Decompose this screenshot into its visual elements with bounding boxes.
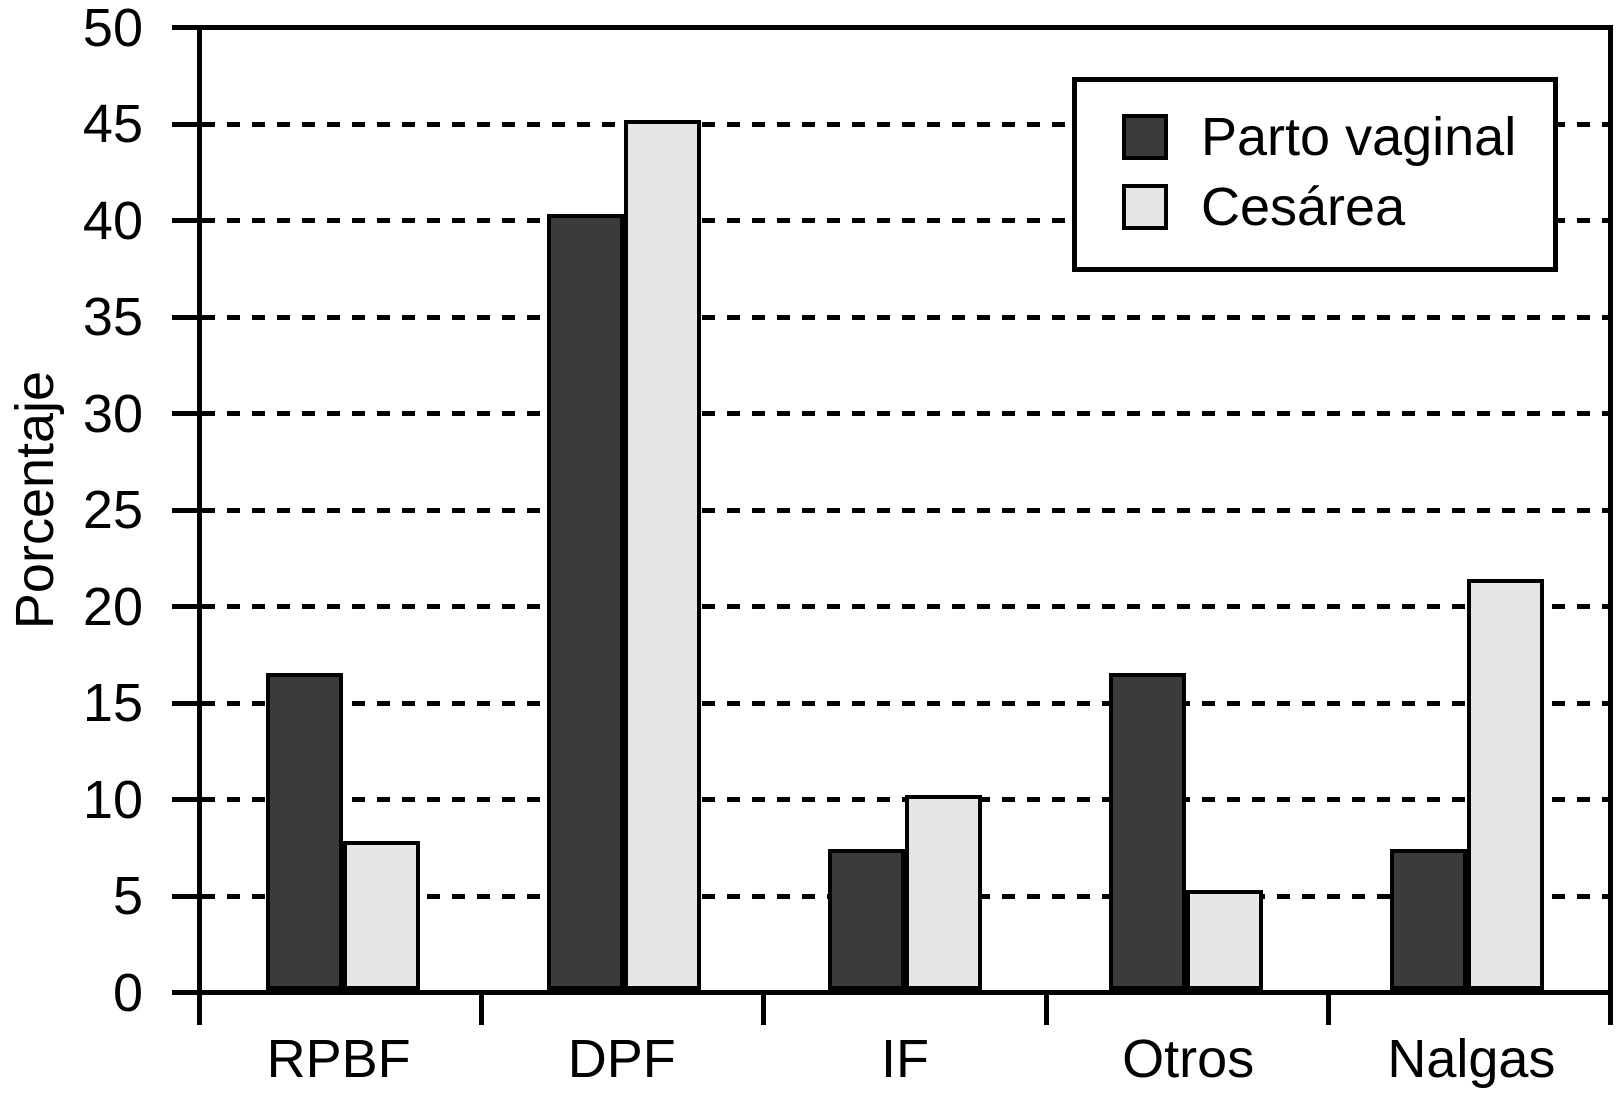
x-axis-tick-5 xyxy=(1608,995,1613,1025)
bar-if-cesarea xyxy=(905,795,982,990)
y-axis-tick-10 xyxy=(172,797,202,802)
gridline-25 xyxy=(202,507,1608,513)
x-label-rpbf: RPBF xyxy=(266,1029,411,1089)
gridline-35 xyxy=(202,314,1608,320)
x-axis-tick-2 xyxy=(761,995,767,1025)
legend-label-cesarea: Cesárea xyxy=(1201,177,1406,237)
y-tick-label-20: 20 xyxy=(82,576,143,637)
x-axis-tick-1 xyxy=(479,995,485,1025)
gridline-15 xyxy=(202,700,1608,706)
x-axis-tick-4 xyxy=(1325,995,1331,1025)
legend-swatch-cesarea xyxy=(1122,184,1168,230)
bar-dpf-cesarea xyxy=(623,120,701,990)
bar-nalgas-parto-vaginal xyxy=(1390,849,1468,990)
bar-if-parto-vaginal xyxy=(828,849,905,990)
bar-otros-cesarea xyxy=(1186,890,1264,990)
y-axis-tick-25 xyxy=(172,507,202,513)
y-axis-tick-50 xyxy=(172,25,202,30)
y-axis-tick-35 xyxy=(172,314,202,320)
gridline-30 xyxy=(202,411,1608,416)
y-tick-label-0: 0 xyxy=(112,962,143,1023)
y-tick-label-50: 50 xyxy=(82,0,143,58)
y-axis-tick-0 xyxy=(172,990,202,995)
y-tick-label-35: 35 xyxy=(82,287,143,347)
y-tick-label-15: 15 xyxy=(82,673,143,733)
x-label-nalgas: Nalgas xyxy=(1387,1029,1556,1089)
bar-dpf-parto-vaginal xyxy=(546,214,624,990)
y-tick-label-30: 30 xyxy=(82,383,143,444)
legend-item-cesarea: Cesárea xyxy=(1122,177,1553,237)
x-axis-tick-3 xyxy=(1043,995,1049,1025)
x-label-otros: Otros xyxy=(1122,1029,1255,1089)
y-tick-label-40: 40 xyxy=(82,190,143,251)
gridline-45 xyxy=(202,121,1608,127)
gridline-40 xyxy=(202,218,1608,223)
y-tick-label-45: 45 xyxy=(82,94,143,154)
bar-rpbf-cesarea xyxy=(342,841,420,990)
y-axis-tick-45 xyxy=(172,121,202,127)
x-label-dpf: DPF xyxy=(567,1029,676,1089)
y-tick-label-10: 10 xyxy=(82,769,143,830)
y-tick-label-25: 25 xyxy=(82,480,143,540)
legend: Parto vaginal Cesárea xyxy=(1072,77,1558,272)
legend-item-parto-vaginal: Parto vaginal xyxy=(1122,107,1553,167)
bar-rpbf-parto-vaginal xyxy=(265,673,343,990)
y-axis-tick-5 xyxy=(172,893,202,899)
legend-swatch-parto-vaginal xyxy=(1122,114,1168,160)
bar-nalgas-cesarea xyxy=(1467,579,1545,990)
x-axis-tick-0 xyxy=(197,995,202,1025)
y-axis-tick-30 xyxy=(172,411,202,416)
gridline-20 xyxy=(202,604,1608,609)
x-label-if: IF xyxy=(881,1029,929,1089)
bar-otros-parto-vaginal xyxy=(1109,673,1187,990)
y-axis-tick-40 xyxy=(172,218,202,223)
y-axis-tick-15 xyxy=(172,700,202,706)
y-tick-label-5: 5 xyxy=(112,866,143,926)
legend-label-parto-vaginal: Parto vaginal xyxy=(1201,107,1517,167)
y-axis-tick-20 xyxy=(172,604,202,609)
